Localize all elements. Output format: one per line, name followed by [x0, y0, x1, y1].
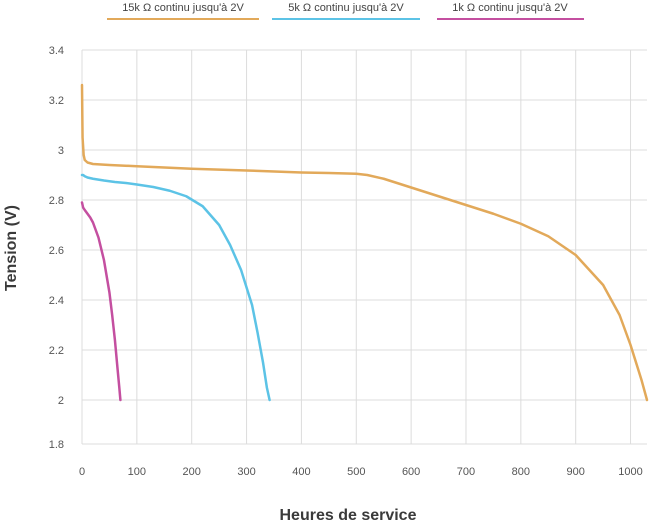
- x-tick-label: 600: [402, 466, 420, 478]
- y-tick-label: 3.2: [49, 95, 64, 107]
- y-tick-label: 3.4: [49, 45, 64, 57]
- series-line-3: [80, 201, 122, 402]
- y-tick-label: 2: [58, 395, 64, 407]
- y-tick-label: 1.8: [49, 439, 64, 451]
- x-axis-ticks: 0 100 200 300 400 500 600 700 800 900 1000: [79, 466, 643, 478]
- x-tick-label: 100: [128, 466, 146, 478]
- legend-label-3: 1k Ω continu jusqu'à 2V: [452, 2, 568, 14]
- y-axis-title: Tension (V): [3, 205, 20, 291]
- x-tick-label: 900: [567, 466, 585, 478]
- legend-label-1: 15k Ω continu jusqu'à 2V: [122, 2, 244, 14]
- y-tick-label: 2.2: [49, 345, 64, 357]
- legend-label-2: 5k Ω continu jusqu'à 2V: [288, 2, 404, 14]
- series-lines: [80, 83, 649, 402]
- y-tick-label: 2.8: [49, 195, 64, 207]
- x-tick-label: 400: [292, 466, 310, 478]
- x-tick-label: 0: [79, 466, 85, 478]
- legend: 15k Ω continu jusqu'à 2V 5k Ω continu jus…: [107, 2, 584, 20]
- y-tick-label: 2.4: [49, 295, 64, 307]
- x-tick-label: 800: [512, 466, 530, 478]
- x-tick-label: 700: [457, 466, 475, 478]
- x-tick-label: 500: [347, 466, 365, 478]
- x-axis-title: Heures de service: [280, 507, 417, 521]
- series-line-2: [80, 173, 271, 402]
- y-axis-ticks: 1.8 2 2.2 2.4 2.6 2.8 3 3.2 3.4: [49, 45, 64, 451]
- y-tick-label: 3: [58, 145, 64, 157]
- x-tick-label: 200: [183, 466, 201, 478]
- y-tick-label: 2.6: [49, 245, 64, 257]
- series-line-1: [80, 83, 649, 402]
- x-tick-label: 1000: [618, 466, 642, 478]
- x-tick-label: 300: [237, 466, 255, 478]
- grid: [81, 49, 647, 445]
